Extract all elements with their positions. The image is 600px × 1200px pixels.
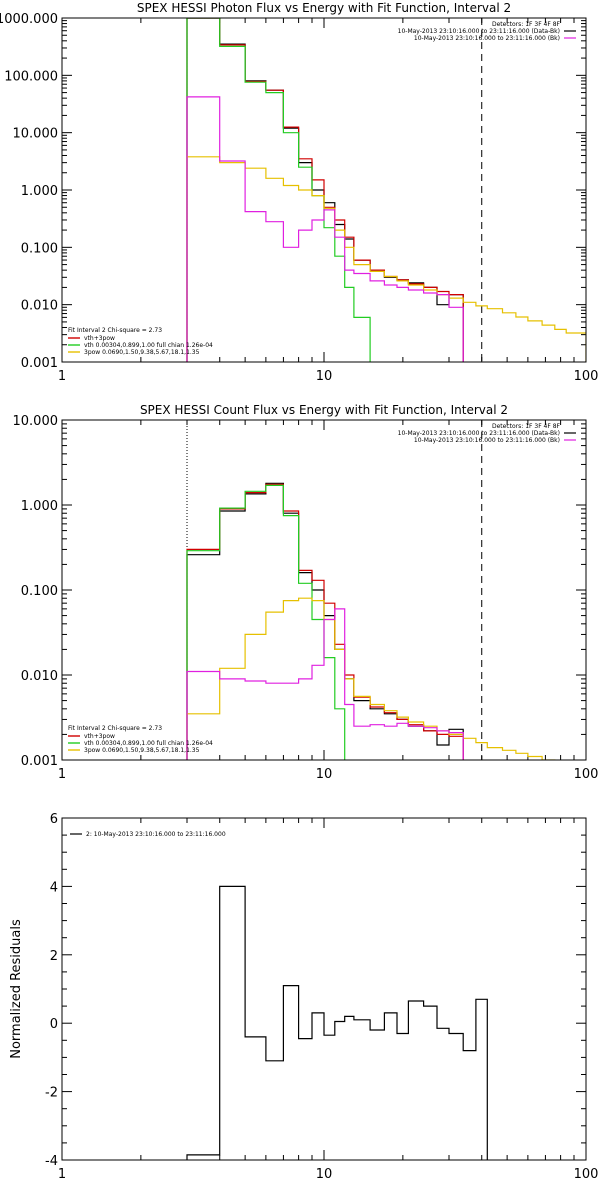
series-3pow — [186, 156, 586, 362]
y-tick-label: 10.000 — [13, 414, 59, 429]
x-tick-label: 1 — [58, 369, 66, 384]
header-text: 10-May-2013 23:10:16.000 to 23:11:16.000… — [398, 28, 560, 35]
legend-label: 2: 10-May-2013 23:10:16.000 to 23:11:16.… — [86, 831, 226, 838]
chart-title: SPEX HESSI Photon Flux vs Energy with Fi… — [137, 1, 511, 15]
series-data-bk — [186, 482, 464, 760]
header-text: Detectors: 1F 3F 4F 8F — [492, 21, 561, 28]
y-tick-label: 0.010 — [21, 299, 58, 314]
legend-label: 3pow 0.0690,1.50,9.38,5.67,18.1,1.35 — [84, 747, 200, 754]
series-bk — [186, 96, 464, 362]
series-data-bk — [186, 18, 464, 362]
series-group — [186, 885, 488, 1160]
x-tick-label: 100 — [574, 1167, 599, 1182]
plot-frame — [61, 17, 587, 363]
x-tick-label: 1 — [58, 1167, 66, 1182]
y-tick-label: -4 — [45, 1154, 58, 1169]
y-tick-label: 0.100 — [21, 584, 58, 599]
series-group — [186, 18, 586, 362]
y-tick-label: 6 — [50, 812, 58, 827]
chart-title: SPEX HESSI Count Flux vs Energy with Fit… — [140, 403, 508, 417]
x-tick-label: 100 — [574, 767, 599, 782]
plot-frame — [61, 419, 587, 761]
legend-label: 3pow 0.0690,1.50,9.38,5.67,18.1,1.35 — [84, 349, 200, 356]
y-tick-label: -2 — [45, 1086, 58, 1101]
x-tick-label: 100 — [574, 369, 599, 384]
header-text: 10-May-2013 23:10:16.000 to 23:11:16.000… — [398, 430, 560, 437]
header-text: 10-May-2013 23:10:16.000 to 23:11:16.000… — [414, 35, 560, 42]
series-vth-3pow — [186, 18, 464, 362]
y-tick-label: 1.000 — [21, 184, 58, 199]
chart-panel-1: SPEX HESSI Photon Flux vs Energy with Fi… — [0, 1, 598, 384]
fit-text: Fit Interval 2 Chi-square = 2.73 — [68, 725, 162, 732]
x-tick-label: 10 — [316, 767, 333, 782]
series-vth — [186, 18, 371, 362]
series-3pow — [186, 597, 556, 760]
chart-panel-3: Normalized Residuals 1 10 100 -4 -2 0 2 4 6 2: 10-… — [9, 812, 598, 1182]
plot-frame — [61, 817, 587, 1161]
y-tick-label: 1000.000 — [0, 12, 58, 27]
y-tick-label: 10.000 — [13, 127, 59, 142]
legend-label: vth+3pow — [84, 335, 115, 342]
legend-label: vth+3pow — [84, 733, 115, 740]
x-tick-label: 10 — [316, 1167, 333, 1182]
fit-text: Fit Interval 2 Chi-square = 2.73 — [68, 327, 162, 334]
chart-panel-2: SPEX HESSI Count Flux vs Energy with Fit… — [13, 403, 599, 782]
series-residuals — [186, 885, 488, 1160]
y-tick-label: 4 — [50, 880, 58, 895]
y-tick-label: 0 — [50, 1017, 58, 1032]
series-group — [186, 482, 556, 760]
series-vth — [186, 484, 346, 760]
header-text: 10-May-2013 23:10:16.000 to 23:11:16.000… — [414, 437, 560, 444]
x-tick-label: 1 — [58, 767, 66, 782]
y-tick-label: 0.001 — [21, 356, 58, 371]
y-tick-label: 100.000 — [4, 69, 58, 84]
y-tick-label: 1.000 — [21, 499, 58, 514]
y-tick-label: 2 — [50, 949, 58, 964]
y-tick-label: 0.001 — [21, 754, 58, 769]
x-tick-label: 10 — [316, 369, 333, 384]
y-tick-label: 0.010 — [21, 669, 58, 684]
legend-label: vth 0.00304,0.899,1.00 full chian 1.26e-… — [84, 740, 213, 747]
header-text: Detectors: 1F 3F 4F 8F — [492, 423, 561, 430]
legend-label: vth 0.00304,0.899,1.00 full chian 1.26e-… — [84, 342, 213, 349]
y-axis-label: Normalized Residuals — [9, 919, 24, 1059]
series-vth-3pow — [186, 483, 464, 760]
series-bk — [186, 608, 464, 760]
y-tick-label: 0.100 — [21, 241, 58, 256]
